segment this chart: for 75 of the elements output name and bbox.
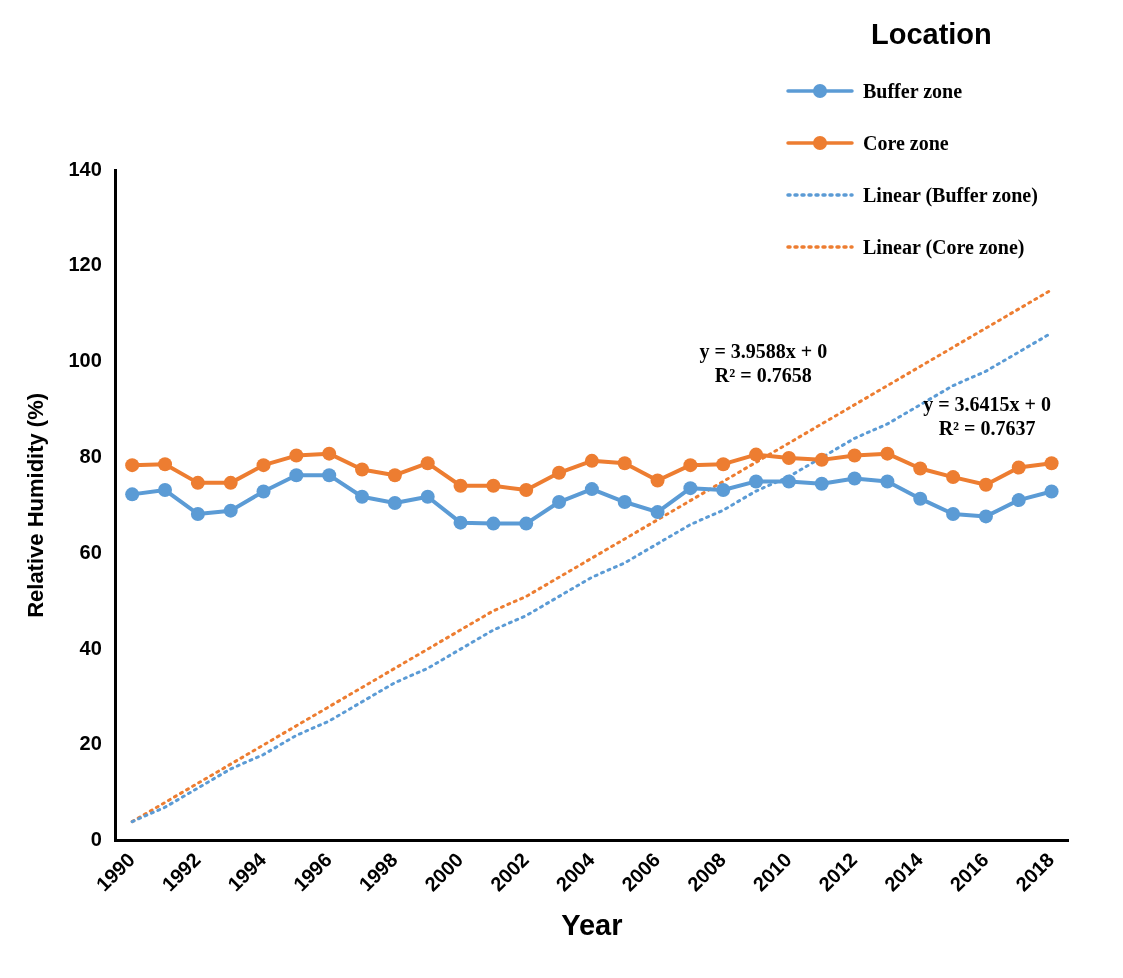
y-tick-label: 120 bbox=[68, 253, 102, 276]
point bbox=[683, 481, 698, 496]
point bbox=[1011, 493, 1026, 508]
point bbox=[847, 471, 862, 486]
point bbox=[880, 446, 895, 461]
point bbox=[1044, 456, 1059, 471]
y-tick-label: 100 bbox=[68, 349, 102, 372]
point bbox=[486, 478, 501, 493]
point bbox=[650, 505, 665, 520]
y-axis-title: Relative Humidity (%) bbox=[23, 392, 49, 618]
x-axis-title: Year bbox=[561, 908, 623, 941]
annotation: y = 3.6415x + 0 R² = 0.7637 bbox=[923, 393, 1051, 440]
point bbox=[289, 468, 304, 483]
point bbox=[322, 468, 337, 483]
annotation: y = 3.9588x + 0 R² = 0.7658 bbox=[699, 339, 828, 386]
point bbox=[683, 458, 698, 473]
point bbox=[617, 495, 632, 510]
point bbox=[913, 461, 928, 476]
point bbox=[223, 503, 238, 518]
point bbox=[584, 453, 599, 468]
legend-label: Core zone bbox=[863, 131, 949, 155]
point bbox=[584, 482, 599, 497]
point bbox=[1044, 484, 1059, 499]
y-tick-label: 20 bbox=[79, 732, 102, 755]
point bbox=[552, 495, 567, 510]
point bbox=[716, 483, 731, 498]
point bbox=[913, 491, 928, 506]
point bbox=[749, 474, 764, 489]
point bbox=[158, 483, 173, 498]
point bbox=[387, 468, 402, 483]
point bbox=[453, 515, 468, 530]
point bbox=[453, 478, 468, 493]
point bbox=[978, 477, 993, 492]
point bbox=[519, 483, 534, 498]
point bbox=[355, 489, 370, 504]
point bbox=[486, 516, 501, 531]
legend-title: Location bbox=[869, 18, 993, 51]
point bbox=[880, 474, 895, 489]
point bbox=[814, 476, 829, 491]
point bbox=[978, 509, 993, 524]
point bbox=[190, 475, 205, 490]
point bbox=[420, 489, 435, 504]
point bbox=[781, 450, 796, 465]
point bbox=[223, 475, 238, 490]
point bbox=[190, 507, 205, 522]
point bbox=[519, 516, 534, 531]
y-tick-label: 60 bbox=[79, 540, 102, 563]
point bbox=[781, 474, 796, 489]
point bbox=[552, 465, 567, 480]
point bbox=[617, 456, 632, 471]
point bbox=[420, 456, 435, 471]
point bbox=[125, 487, 140, 502]
point bbox=[946, 470, 961, 485]
point bbox=[814, 452, 829, 467]
point bbox=[256, 458, 271, 473]
y-tick-label: 0 bbox=[90, 828, 102, 851]
legend-label: Buffer zone bbox=[863, 79, 963, 103]
point bbox=[749, 447, 764, 462]
point bbox=[847, 448, 862, 463]
point bbox=[355, 462, 370, 477]
legend-label: Linear (Core zone) bbox=[863, 235, 1025, 259]
point bbox=[946, 507, 961, 522]
point bbox=[125, 458, 140, 473]
point bbox=[716, 457, 731, 472]
legend-label: Linear (Buffer zone) bbox=[863, 183, 1038, 207]
point bbox=[322, 446, 337, 461]
point bbox=[387, 495, 402, 510]
y-tick-label: 80 bbox=[79, 444, 102, 467]
y-tick-label: 140 bbox=[68, 157, 102, 180]
y-tick-label: 40 bbox=[79, 636, 102, 659]
point bbox=[1011, 460, 1026, 475]
point bbox=[289, 448, 304, 463]
point bbox=[650, 473, 665, 488]
point bbox=[158, 457, 173, 472]
point bbox=[256, 484, 271, 499]
